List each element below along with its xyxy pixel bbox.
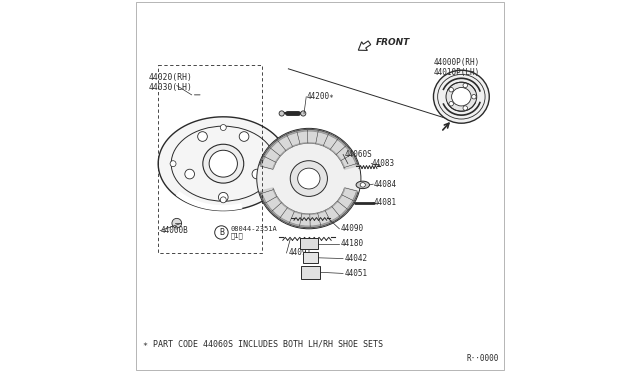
Ellipse shape <box>463 83 467 88</box>
Ellipse shape <box>472 94 476 99</box>
Ellipse shape <box>170 161 176 167</box>
Text: 44180: 44180 <box>340 239 364 248</box>
Ellipse shape <box>356 181 369 189</box>
Ellipse shape <box>452 87 471 106</box>
Text: 44091: 44091 <box>289 248 312 257</box>
Text: 44084: 44084 <box>374 180 397 189</box>
Text: 44083: 44083 <box>372 159 396 168</box>
Ellipse shape <box>198 132 207 141</box>
Ellipse shape <box>172 218 182 228</box>
Text: 44051: 44051 <box>344 269 367 278</box>
Polygon shape <box>260 188 357 227</box>
Text: 08044-2351A
（1）: 08044-2351A （1） <box>231 226 278 239</box>
Bar <box>303 252 318 263</box>
Text: 44090: 44090 <box>340 224 364 233</box>
Ellipse shape <box>360 183 365 187</box>
Ellipse shape <box>220 125 227 131</box>
Ellipse shape <box>463 106 467 110</box>
Ellipse shape <box>303 269 310 276</box>
Ellipse shape <box>446 82 477 111</box>
Ellipse shape <box>433 70 489 123</box>
Polygon shape <box>260 130 357 169</box>
Ellipse shape <box>239 132 249 141</box>
Ellipse shape <box>298 168 320 189</box>
Ellipse shape <box>218 192 228 202</box>
Text: 44020(RH)
44030(LH): 44020(RH) 44030(LH) <box>148 73 192 92</box>
Ellipse shape <box>449 102 453 106</box>
Text: R··0000: R··0000 <box>467 355 499 363</box>
Text: 44000P(RH)
44010P(LH): 44000P(RH) 44010P(LH) <box>433 58 480 77</box>
Bar <box>158 65 262 253</box>
Text: 44060S: 44060S <box>344 150 372 159</box>
Text: 44042: 44042 <box>344 254 367 263</box>
Ellipse shape <box>203 144 244 183</box>
Ellipse shape <box>220 197 227 203</box>
Text: ∗ PART CODE 44060S INCLUDES BOTH LH/RH SHOE SETS: ∗ PART CODE 44060S INCLUDES BOTH LH/RH S… <box>143 340 383 349</box>
Ellipse shape <box>449 87 453 92</box>
Text: FRONT: FRONT <box>376 38 410 47</box>
Polygon shape <box>158 117 289 211</box>
Text: 44081: 44081 <box>374 198 397 207</box>
FancyArrow shape <box>358 41 371 51</box>
Ellipse shape <box>252 169 262 179</box>
Text: B: B <box>219 228 224 237</box>
Bar <box>301 266 320 279</box>
Ellipse shape <box>271 161 276 167</box>
Text: 44200∗: 44200∗ <box>307 92 335 101</box>
Ellipse shape <box>291 161 328 196</box>
Text: 44000B: 44000B <box>161 226 189 235</box>
Ellipse shape <box>185 169 195 179</box>
Ellipse shape <box>257 128 361 229</box>
Ellipse shape <box>301 111 306 116</box>
Ellipse shape <box>309 240 316 247</box>
Bar <box>300 238 318 249</box>
Ellipse shape <box>209 150 237 177</box>
Ellipse shape <box>279 111 284 116</box>
